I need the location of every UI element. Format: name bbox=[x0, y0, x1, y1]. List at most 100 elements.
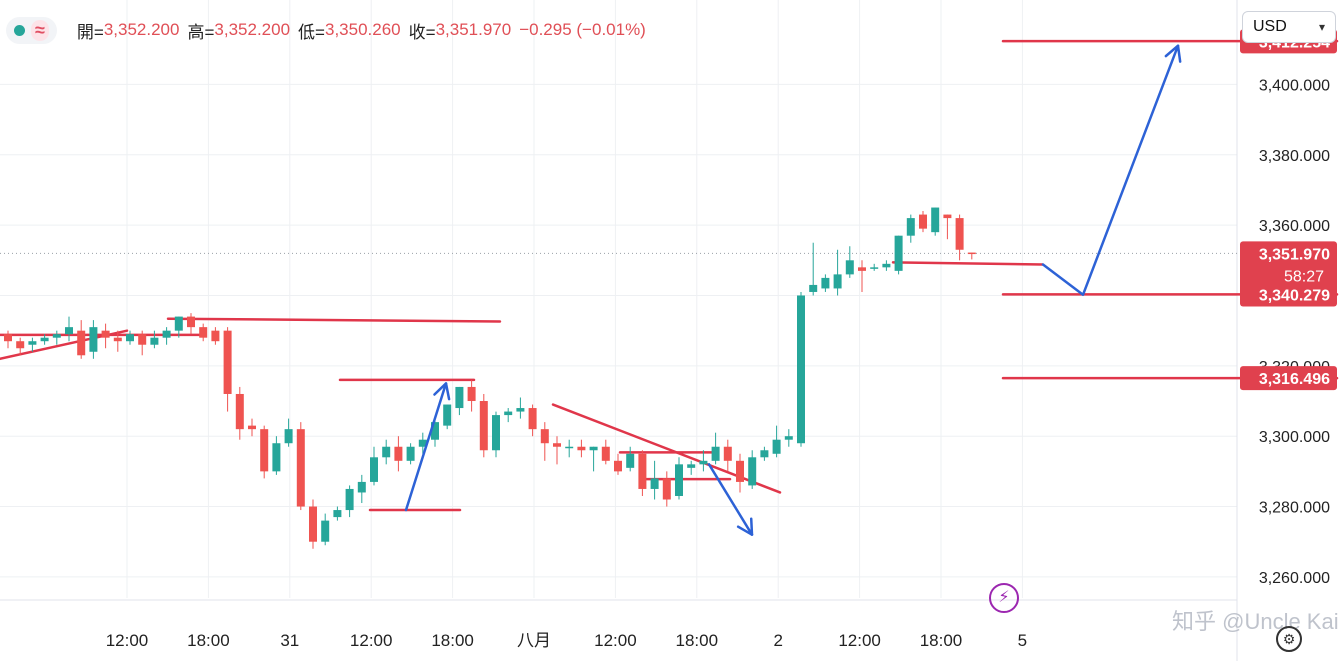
candle-body bbox=[211, 330, 220, 342]
price-label-box bbox=[1240, 366, 1337, 391]
candle-body bbox=[406, 446, 415, 461]
price-tick-label: 3,400.000 bbox=[1259, 77, 1330, 94]
candle-body bbox=[577, 446, 586, 451]
candle-body bbox=[931, 207, 940, 233]
candle-body bbox=[260, 429, 269, 472]
chart-grid bbox=[0, 0, 1238, 661]
candle-body bbox=[431, 422, 439, 440]
arrow-path[interactable] bbox=[707, 463, 754, 536]
candle-body bbox=[870, 267, 879, 269]
candle-body bbox=[760, 450, 769, 458]
candle-body bbox=[333, 510, 342, 518]
drawn-line[interactable] bbox=[166, 317, 502, 323]
candle-body bbox=[382, 446, 391, 458]
candle-body bbox=[540, 429, 549, 444]
candle-body bbox=[321, 520, 330, 542]
candle-body bbox=[52, 334, 61, 338]
arrow-head bbox=[736, 517, 754, 536]
open-label: 開= bbox=[76, 22, 104, 42]
price-tick-label: 3,380.000 bbox=[1259, 148, 1330, 165]
watermark: 知乎 @Uncle Kai bbox=[1172, 609, 1339, 634]
price-tick-label: 3,260.000 bbox=[1259, 570, 1330, 587]
candle-body bbox=[821, 277, 830, 289]
candle-body bbox=[906, 218, 915, 236]
arrow-layer[interactable] bbox=[404, 44, 1182, 536]
candle-body bbox=[138, 334, 147, 345]
candle-body bbox=[296, 429, 305, 507]
candle-body bbox=[77, 330, 86, 356]
price-axis[interactable]: 3,260.0003,280.0003,300.0003,320.0003,34… bbox=[1259, 77, 1330, 586]
candle-body bbox=[345, 488, 354, 511]
candle-body bbox=[723, 446, 732, 461]
candle-body bbox=[626, 453, 635, 468]
chevron-down-icon: ▾ bbox=[1318, 20, 1325, 34]
candle-body bbox=[528, 408, 537, 430]
candle-body bbox=[4, 334, 12, 342]
time-tick-label: 八月 bbox=[517, 631, 551, 650]
price-tick-label: 3,300.000 bbox=[1259, 429, 1330, 446]
candle-body bbox=[675, 464, 683, 496]
close-value: 3,351.970 bbox=[435, 20, 512, 39]
candle-body bbox=[553, 443, 561, 447]
candle-body bbox=[199, 327, 208, 338]
candle-body bbox=[357, 481, 366, 493]
candle-body bbox=[699, 460, 708, 465]
candle-body bbox=[638, 453, 647, 489]
trendline-layer[interactable] bbox=[0, 39, 1339, 512]
low-label: 低= bbox=[298, 22, 325, 42]
candle-body bbox=[967, 252, 976, 255]
price-label-text: 3,340.279 bbox=[1259, 288, 1330, 305]
candlestick-series bbox=[4, 207, 976, 549]
symbol-status-pill[interactable]: ≈ bbox=[6, 16, 57, 44]
candle-body bbox=[504, 411, 513, 416]
candle-body bbox=[370, 457, 378, 482]
candle-body bbox=[614, 460, 622, 472]
gear-icon[interactable]: ⚙ bbox=[1276, 626, 1302, 652]
time-tick-label: 12:00 bbox=[594, 631, 637, 650]
ohlc-legend: ≈ 開= 3,352.200 高= 3,352.200 低= 3,350.260 收=… bbox=[6, 12, 646, 48]
candle-body bbox=[565, 446, 574, 449]
candle-body bbox=[467, 386, 476, 402]
arrow-head bbox=[1164, 44, 1182, 63]
candle-body bbox=[443, 404, 452, 426]
wave-icon: ≈ bbox=[31, 19, 49, 41]
candle-body bbox=[736, 460, 744, 482]
candle-body bbox=[113, 337, 122, 342]
candle-body bbox=[418, 439, 427, 447]
drawn-line[interactable] bbox=[891, 261, 1045, 266]
candle-body bbox=[687, 464, 696, 468]
time-tick-label: 18:00 bbox=[920, 631, 963, 650]
candle-body bbox=[955, 218, 964, 250]
time-tick-label: 5 bbox=[1018, 631, 1027, 650]
time-axis[interactable]: 12:00 18:00 31 12:00 18:00 八月 12:00 18:00 2 12:00… bbox=[106, 631, 1027, 650]
candle-body bbox=[784, 436, 793, 440]
candle-body bbox=[150, 337, 159, 345]
price-tick-label: 3,360.000 bbox=[1259, 218, 1330, 235]
candle-body bbox=[394, 446, 403, 461]
candle-body bbox=[28, 341, 37, 345]
price-label-text: 3,316.496 bbox=[1259, 371, 1330, 388]
candle-body bbox=[662, 478, 671, 500]
candle-body bbox=[187, 316, 195, 328]
arrow-path[interactable] bbox=[404, 382, 448, 512]
currency-dropdown[interactable]: USD ▾ bbox=[1242, 11, 1336, 43]
candle-body bbox=[223, 330, 232, 394]
candle-body bbox=[845, 260, 854, 275]
candle-body bbox=[650, 478, 659, 489]
lightning-icon[interactable]: ⚡ bbox=[989, 583, 1019, 613]
candle-body bbox=[235, 393, 244, 430]
market-status-icon bbox=[14, 24, 25, 36]
candle-body bbox=[919, 214, 927, 229]
candle-body bbox=[101, 330, 110, 338]
time-tick-label: 18:00 bbox=[187, 631, 230, 650]
arrow-path[interactable] bbox=[1041, 44, 1180, 297]
time-tick-label: 12:00 bbox=[106, 631, 149, 650]
low-value: 3,350.260 bbox=[324, 20, 401, 39]
candle-body bbox=[174, 316, 183, 331]
close-label: 收= bbox=[408, 22, 436, 42]
candle-body bbox=[272, 443, 281, 472]
candle-body bbox=[126, 334, 134, 342]
change-value: −0.295 (−0.01%) bbox=[519, 20, 646, 39]
open-value: 3,352.200 bbox=[103, 20, 180, 39]
